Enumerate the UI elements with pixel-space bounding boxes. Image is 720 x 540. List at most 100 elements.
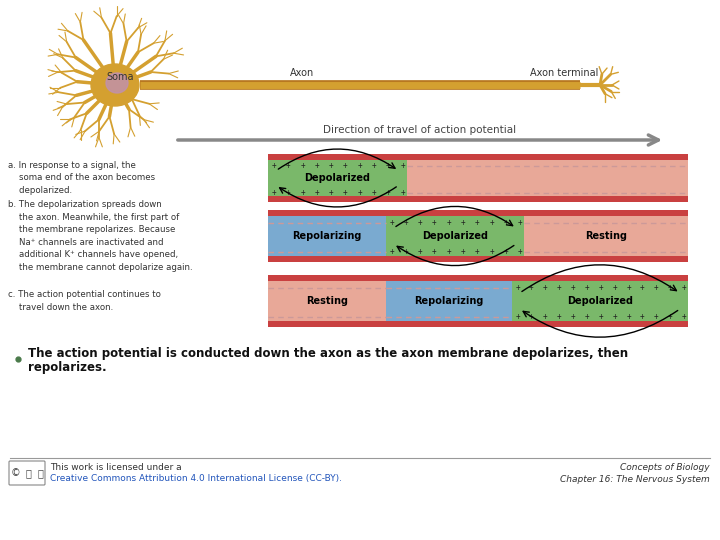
Text: +: +	[329, 188, 333, 197]
Text: +: +	[598, 284, 603, 293]
Ellipse shape	[91, 64, 139, 106]
Text: +: +	[343, 161, 348, 171]
Text: c. The action potential continues to
    travel down the axon.: c. The action potential continues to tra…	[8, 291, 161, 312]
Text: +: +	[585, 312, 589, 321]
Text: +: +	[518, 219, 523, 227]
Bar	[268, 196, 688, 202]
Text: +: +	[490, 247, 494, 256]
Bar	[386, 281, 512, 321]
Bar	[268, 216, 386, 256]
Text: +: +	[668, 284, 672, 293]
Text: +: +	[598, 312, 603, 321]
Text: ⓘ: ⓘ	[37, 468, 43, 478]
Text: This work is licensed under a: This work is licensed under a	[50, 463, 181, 472]
Text: +: +	[390, 247, 394, 256]
Bar	[268, 210, 688, 216]
Text: Repolarizing: Repolarizing	[414, 296, 483, 306]
Text: +: +	[300, 161, 305, 171]
Text: +: +	[446, 219, 451, 227]
Text: +: +	[329, 161, 333, 171]
Text: +: +	[271, 161, 276, 171]
Text: +: +	[529, 312, 534, 321]
Text: +: +	[404, 247, 408, 256]
Text: +: +	[543, 284, 548, 293]
Text: +: +	[300, 188, 305, 197]
Text: +: +	[503, 219, 508, 227]
Text: +: +	[400, 188, 405, 197]
Text: Concepts of Biology: Concepts of Biology	[621, 463, 710, 472]
Bar	[512, 281, 688, 321]
Text: +: +	[518, 247, 523, 256]
Bar	[268, 275, 688, 281]
Text: +: +	[668, 312, 672, 321]
Bar	[268, 281, 386, 321]
Text: +: +	[640, 284, 644, 293]
Text: +: +	[315, 161, 319, 171]
Text: +: +	[585, 284, 589, 293]
Text: +: +	[571, 284, 575, 293]
Text: +: +	[557, 312, 562, 321]
Text: +: +	[404, 219, 408, 227]
Text: +: +	[682, 312, 686, 321]
Text: +: +	[461, 219, 465, 227]
Text: +: +	[516, 284, 520, 293]
Text: Depolarized: Depolarized	[305, 173, 370, 183]
Text: Chapter 16: The Nervous System: Chapter 16: The Nervous System	[560, 475, 710, 483]
Text: +: +	[475, 219, 480, 227]
Text: Repolarizing: Repolarizing	[292, 231, 361, 241]
Text: a. In response to a signal, the
    soma end of the axon becomes
    depolarized: a. In response to a signal, the soma end…	[8, 161, 155, 195]
Text: +: +	[315, 188, 319, 197]
Text: Direction of travel of action potential: Direction of travel of action potential	[323, 125, 516, 135]
Text: Resting: Resting	[585, 231, 627, 241]
Text: Axon: Axon	[290, 68, 314, 78]
Text: +: +	[626, 312, 631, 321]
Text: +: +	[571, 312, 575, 321]
Text: +: +	[400, 161, 405, 171]
Text: +: +	[682, 284, 686, 293]
Text: +: +	[357, 161, 362, 171]
Text: +: +	[390, 219, 394, 227]
Text: +: +	[357, 188, 362, 197]
Text: +: +	[612, 312, 617, 321]
Text: Soma: Soma	[107, 72, 134, 82]
Text: +: +	[557, 284, 562, 293]
Bar	[524, 216, 688, 256]
Text: +: +	[475, 247, 480, 256]
Text: +: +	[271, 188, 276, 197]
Text: +: +	[654, 312, 659, 321]
Text: +: +	[372, 188, 377, 197]
Ellipse shape	[106, 73, 128, 93]
Text: +: +	[640, 312, 644, 321]
Text: +: +	[461, 247, 465, 256]
Text: +: +	[516, 312, 520, 321]
Text: +: +	[543, 312, 548, 321]
Text: The action potential is conducted down the axon as the axon membrane depolarizes: The action potential is conducted down t…	[28, 348, 628, 361]
Text: +: +	[432, 247, 437, 256]
Text: ⓘ: ⓘ	[25, 468, 31, 478]
Text: Resting: Resting	[306, 296, 348, 306]
FancyBboxPatch shape	[9, 461, 45, 485]
Text: Creative Commons Attribution 4.0 International License (CC-BY).: Creative Commons Attribution 4.0 Interna…	[50, 475, 342, 483]
Text: +: +	[386, 161, 391, 171]
Text: +: +	[372, 161, 377, 171]
Bar	[268, 160, 407, 196]
Text: +: +	[418, 247, 423, 256]
Bar	[268, 154, 688, 160]
Bar	[386, 216, 524, 256]
Text: +: +	[626, 284, 631, 293]
Text: +: +	[432, 219, 437, 227]
Text: Depolarized: Depolarized	[567, 296, 633, 306]
Text: +: +	[490, 219, 494, 227]
Text: +: +	[343, 188, 348, 197]
Text: +: +	[446, 247, 451, 256]
Text: +: +	[386, 188, 391, 197]
Bar	[268, 256, 688, 262]
Text: +: +	[418, 219, 423, 227]
Bar	[268, 321, 688, 327]
Text: b. The depolarization spreads down
    the axon. Meanwhile, the first part of
  : b. The depolarization spreads down the a…	[8, 200, 193, 272]
Text: Axon terminal: Axon terminal	[530, 68, 598, 78]
Bar	[407, 160, 688, 196]
Text: +: +	[654, 284, 659, 293]
Text: +: +	[286, 188, 291, 197]
Text: +: +	[612, 284, 617, 293]
